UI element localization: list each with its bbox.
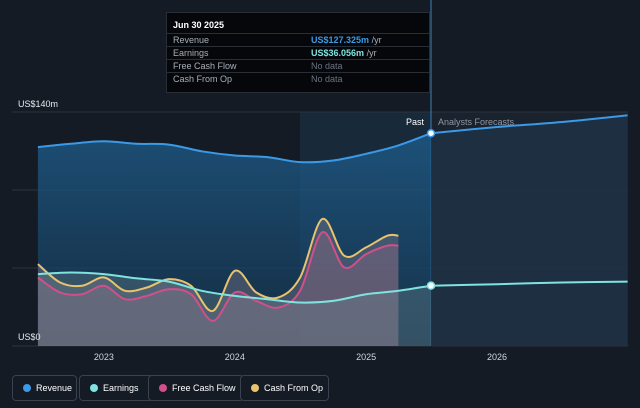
tooltip-row-cash-from-op: Cash From Op No data	[167, 72, 429, 86]
free-cash-flow-line	[37, 231, 399, 322]
y-axis-top-label: US$140m	[18, 99, 58, 109]
free-cash-flow-area	[37, 232, 399, 346]
earnings-forecast-line	[430, 280, 628, 287]
tooltip-date: Jun 30 2025	[173, 20, 225, 30]
forecast-label: Analysts Forecasts	[438, 117, 515, 127]
legend-label: Cash From Op	[264, 383, 324, 393]
tooltip-value: No data	[311, 61, 343, 71]
legend-label: Free Cash Flow	[172, 383, 236, 393]
earnings-marker	[426, 281, 436, 290]
earnings-line	[37, 271, 432, 304]
legend-label: Earnings	[103, 383, 139, 393]
legend-item-cash-from-op[interactable]: Cash From Op	[240, 375, 329, 401]
revenue-forecast-line	[430, 114, 628, 135]
revenue-marker	[426, 128, 436, 138]
legend-label: Revenue	[36, 383, 73, 393]
tooltip-label: Cash From Op	[173, 74, 233, 84]
tooltip-row-earnings: Earnings US$36.056m /yr	[167, 46, 429, 60]
revenue-line	[37, 132, 432, 164]
legend-dot-icon	[23, 384, 31, 392]
legend-item-free-cash-flow[interactable]: Free Cash Flow	[148, 375, 244, 401]
legend-dot-icon	[159, 384, 167, 392]
x-tick-label: 2025	[356, 352, 376, 362]
tooltip-label: Revenue	[173, 35, 210, 45]
x-tick-label: 2026	[487, 352, 507, 362]
revenue-area	[37, 133, 432, 346]
x-tick-label: 2024	[225, 352, 245, 362]
tooltip: Jun 30 2025 Revenue US$127.325m /yr Earn…	[166, 12, 430, 93]
tooltip-row-free-cash-flow: Free Cash Flow No data	[167, 59, 429, 73]
legend-item-revenue[interactable]: Revenue	[12, 375, 77, 401]
cash-from-op-line	[37, 217, 399, 312]
x-tick-label: 2023	[94, 352, 114, 362]
past-label: Past	[406, 117, 425, 127]
revenue-forecast-area	[431, 115, 628, 346]
tooltip-value: US$36.056m	[311, 48, 365, 58]
legend-dot-icon	[251, 384, 259, 392]
y-axis-bottom-label: US$0	[18, 332, 41, 342]
legend-dot-icon	[90, 384, 98, 392]
tooltip-label: Free Cash Flow	[173, 61, 237, 71]
tooltip-unit: /yr	[366, 48, 377, 58]
tooltip-label: Earnings	[173, 48, 209, 58]
legend-item-earnings[interactable]: Earnings	[79, 375, 156, 401]
tooltip-value: No data	[311, 74, 343, 84]
tooltip-row-revenue: Revenue US$127.325m /yr	[167, 33, 429, 47]
tooltip-unit: /yr	[371, 35, 382, 45]
cash-from-op-area	[37, 218, 399, 346]
tooltip-value: US$127.325m	[311, 35, 370, 45]
